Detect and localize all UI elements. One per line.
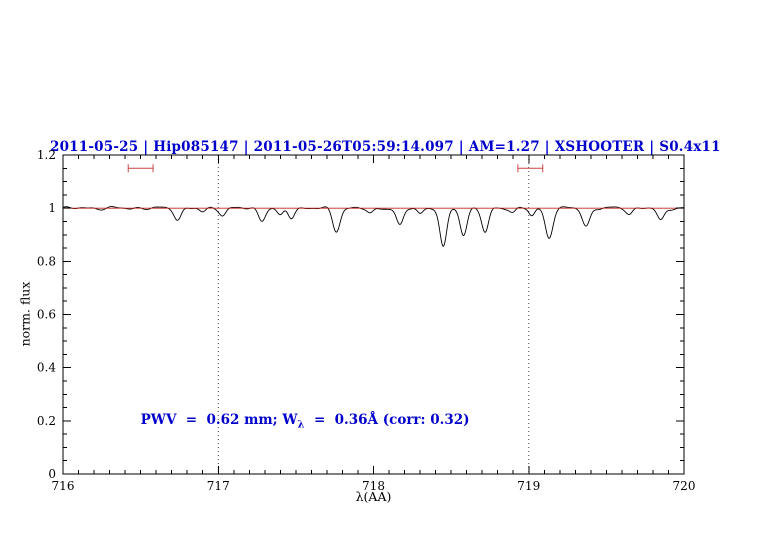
annotation-subscript: λ xyxy=(297,419,305,431)
x-tick-label: 720 xyxy=(673,479,696,493)
y-tick-label: 0.4 xyxy=(37,361,56,375)
x-tick-label: 718 xyxy=(362,479,385,493)
x-tick-label: 716 xyxy=(52,479,75,493)
x-tick-label: 719 xyxy=(517,479,540,493)
pwv-annotation: PWV = 0.62 mm; Wλ = 0.36Å (corr: 0.32) xyxy=(141,412,470,431)
y-tick-label: 0.8 xyxy=(37,254,56,268)
y-axis-label: norm. flux xyxy=(17,281,33,347)
x-axis-label: λ(AA) xyxy=(355,489,392,504)
y-tick-label: 0 xyxy=(48,467,56,481)
y-tick-label: 1.2 xyxy=(37,148,56,162)
x-tick-label: 717 xyxy=(207,479,230,493)
y-tick-label: 0.6 xyxy=(37,308,56,322)
axis-ticks xyxy=(62,154,685,475)
spectrum-line xyxy=(62,206,685,247)
y-tick-label: 1 xyxy=(48,201,56,215)
plot-title: 2011-05-25 | Hip085147 | 2011-05-26T05:5… xyxy=(50,139,721,155)
annotation-suffix: = 0.36Å (corr: 0.32) xyxy=(304,411,470,428)
y-tick-label: 0.2 xyxy=(37,414,56,428)
annotation-prefix: PWV = 0.62 mm; W xyxy=(140,411,298,428)
